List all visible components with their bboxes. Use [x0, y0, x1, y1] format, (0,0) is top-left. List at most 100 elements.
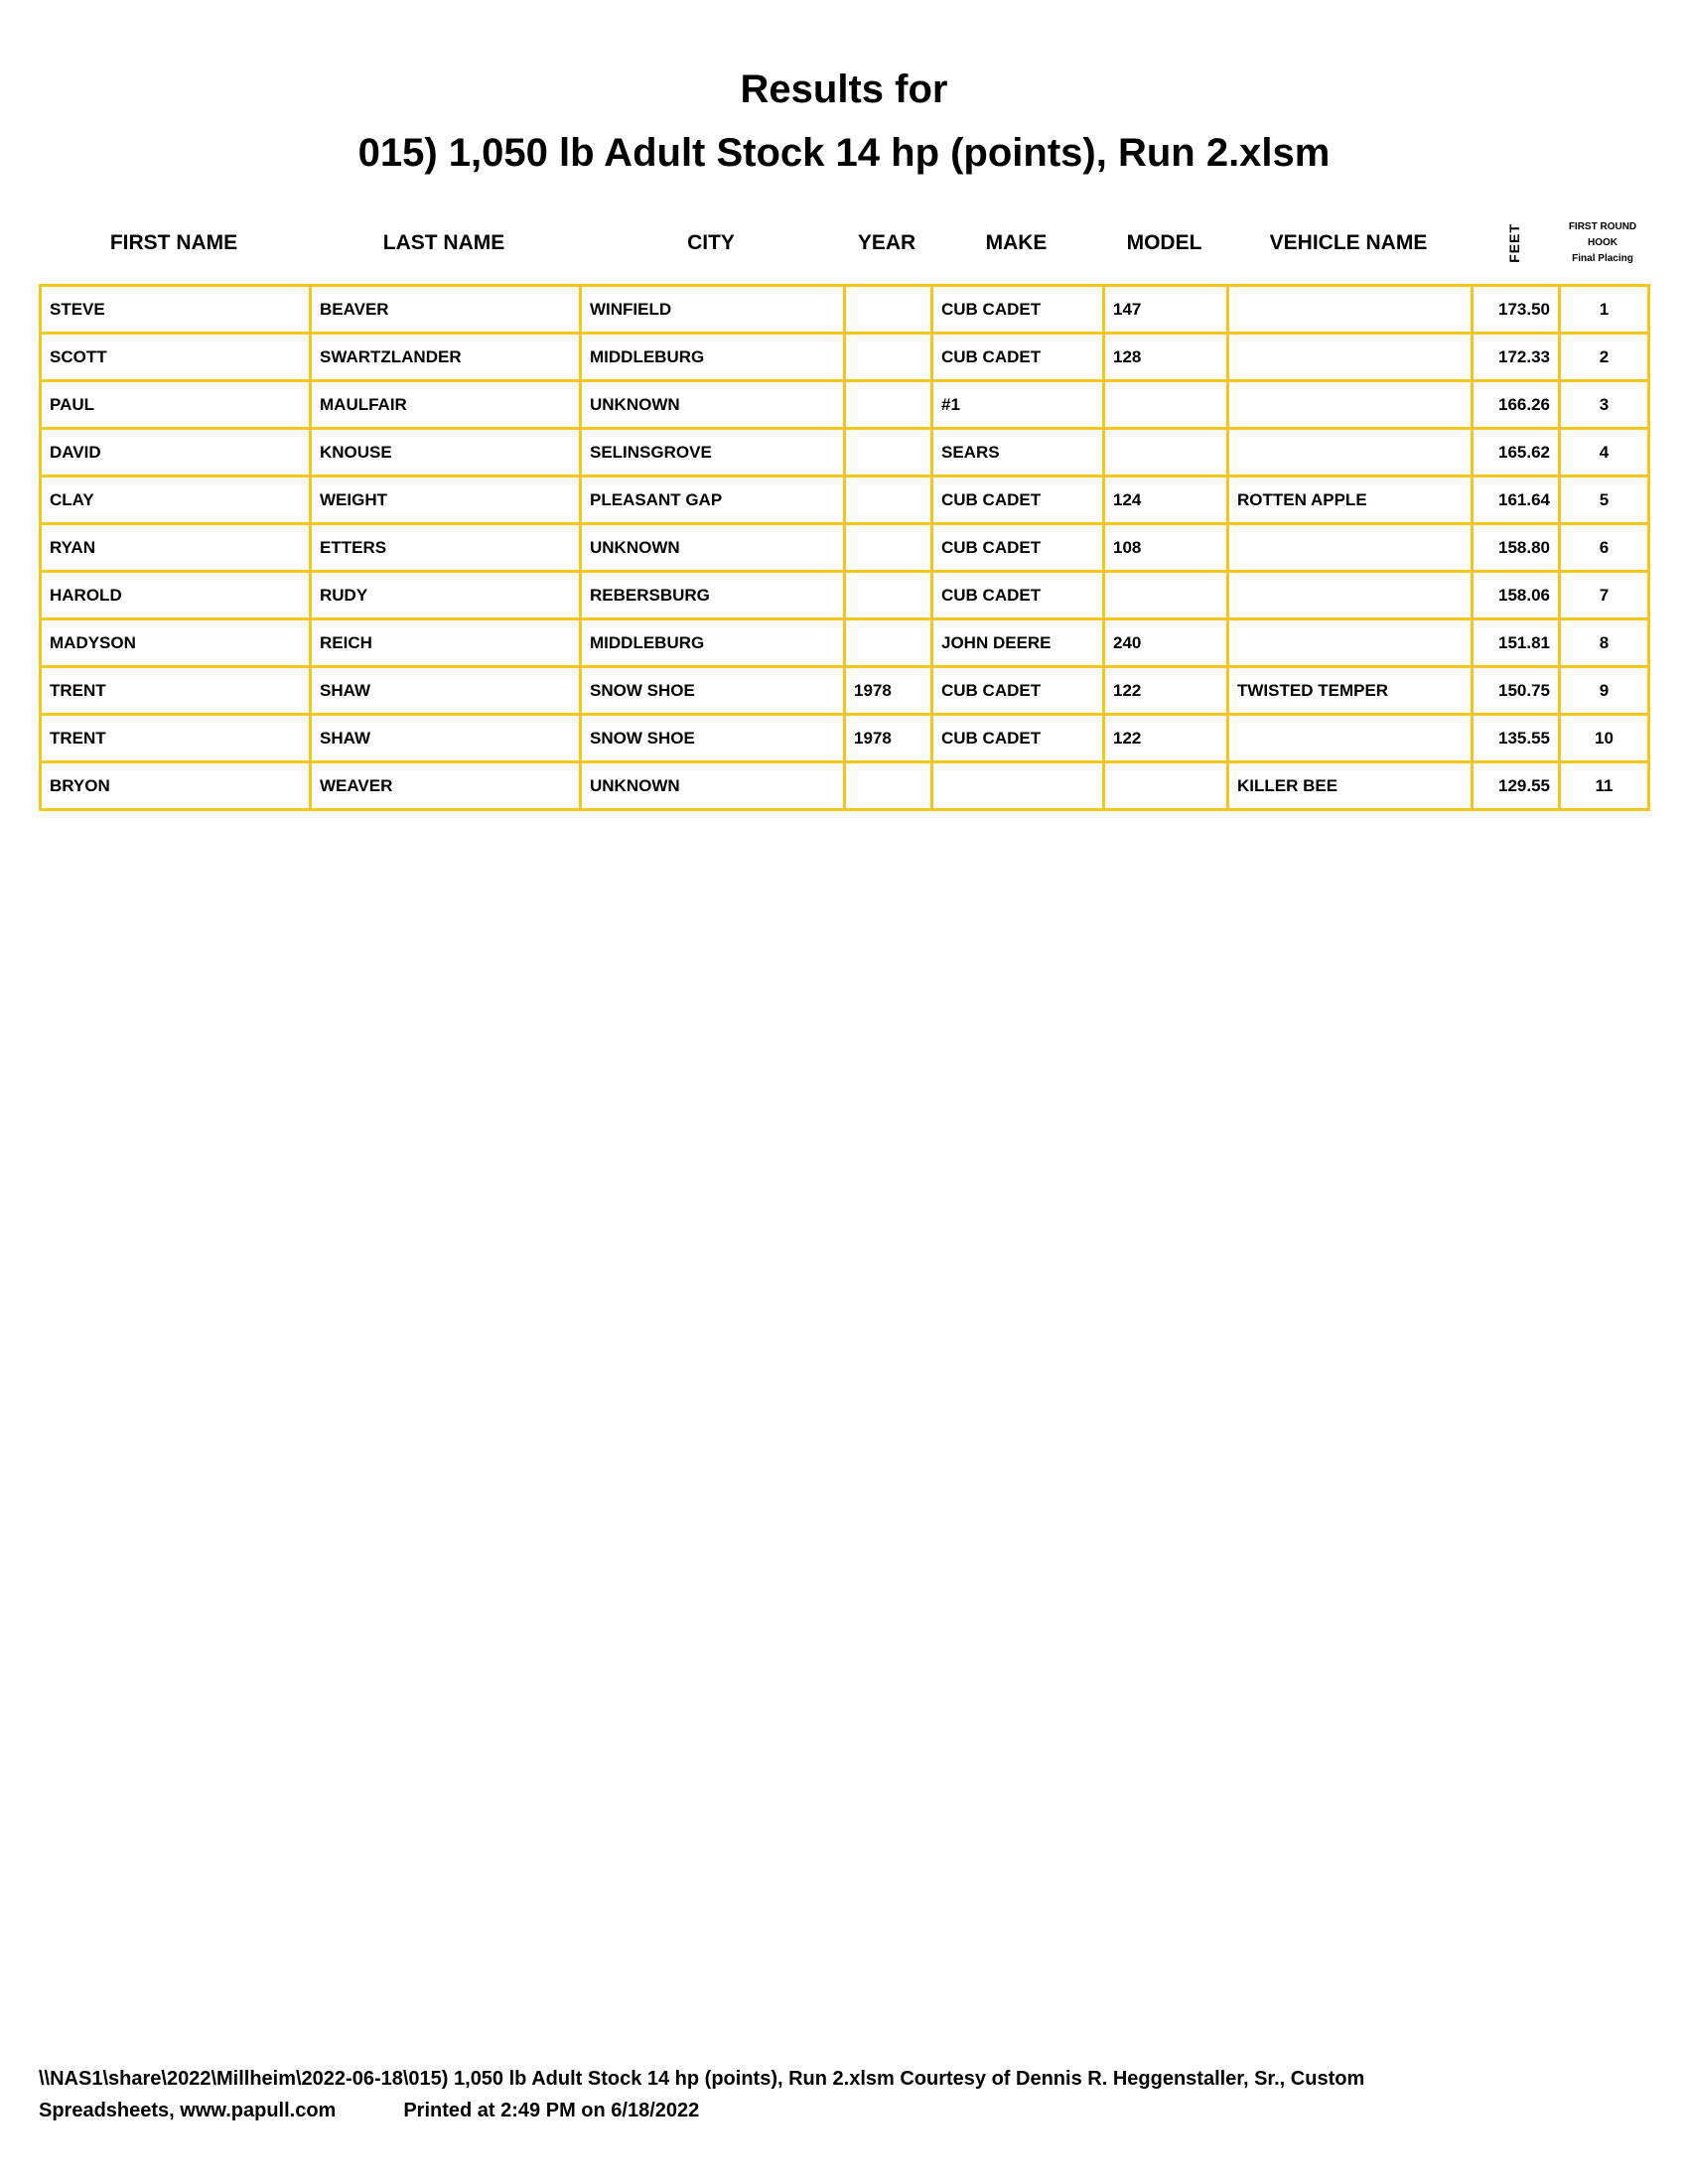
cell-feet: 165.62: [1471, 427, 1561, 478]
cell-vehicle-name: KILLER BEE: [1226, 760, 1474, 811]
cell-first-name: PAUL: [39, 379, 312, 430]
cell-city: MIDDLEBURG: [579, 332, 846, 382]
cell-last-name: KNOUSE: [309, 427, 582, 478]
cell-feet: 158.80: [1471, 522, 1561, 573]
cell-city: SELINSGROVE: [579, 427, 846, 478]
cell-city: UNKNOWN: [579, 760, 846, 811]
cell-city: SNOW SHOE: [579, 665, 846, 716]
cell-vehicle-name: [1226, 427, 1474, 478]
cell-vehicle-name: TWISTED TEMPER: [1226, 665, 1474, 716]
cell-make: CUB CADET: [930, 570, 1105, 620]
table-row: DAVID KNOUSE SELINSGROVE SEARS 165.62 4: [39, 427, 1650, 478]
cell-make: CUB CADET: [930, 665, 1105, 716]
cell-feet: 161.64: [1471, 475, 1561, 525]
cell-vehicle-name: [1226, 332, 1474, 382]
cell-year: [843, 427, 933, 478]
cell-feet: 158.06: [1471, 570, 1561, 620]
cell-first-name: BRYON: [39, 760, 312, 811]
header-make: MAKE: [985, 231, 1048, 254]
cell-placing: 1: [1558, 284, 1650, 335]
cell-model: 240: [1102, 617, 1229, 668]
cell-placing: 5: [1558, 475, 1650, 525]
cell-make: CUB CADET: [930, 713, 1105, 763]
cell-model: [1102, 570, 1229, 620]
cell-city: REBERSBURG: [579, 570, 846, 620]
cell-city: PLEASANT GAP: [579, 475, 846, 525]
cell-make: CUB CADET: [930, 284, 1105, 335]
header-feet-label: FEET: [1506, 223, 1522, 263]
cell-model: [1102, 427, 1229, 478]
cell-year: [843, 617, 933, 668]
cell-last-name: SHAW: [309, 713, 582, 763]
cell-model: 122: [1102, 713, 1229, 763]
cell-first-name: TRENT: [39, 713, 312, 763]
cell-last-name: MAULFAIR: [309, 379, 582, 430]
cell-make: [930, 760, 1105, 811]
header-hook-line1: FIRST ROUND: [1568, 221, 1637, 232]
cell-year: 1978: [843, 713, 933, 763]
footer: \\NAS1\share\2022\Millheim\2022-06-18\01…: [39, 2063, 1667, 2126]
table-row: BRYON WEAVER UNKNOWN KILLER BEE 129.55 11: [39, 760, 1650, 811]
cell-placing: 9: [1558, 665, 1650, 716]
cell-feet: 173.50: [1471, 284, 1561, 335]
cell-placing: 8: [1558, 617, 1650, 668]
cell-model: 128: [1102, 332, 1229, 382]
cell-first-name: HAROLD: [39, 570, 312, 620]
cell-last-name: BEAVER: [309, 284, 582, 335]
cell-model: 108: [1102, 522, 1229, 573]
cell-last-name: WEAVER: [309, 760, 582, 811]
cell-last-name: WEIGHT: [309, 475, 582, 525]
cell-vehicle-name: [1226, 713, 1474, 763]
header-hook: FIRST ROUND HOOK Final Placing: [1558, 213, 1647, 273]
cell-make: JOHN DEERE: [930, 617, 1105, 668]
cell-make: CUB CADET: [930, 475, 1105, 525]
cell-city: WINFIELD: [579, 284, 846, 335]
cell-model: 122: [1102, 665, 1229, 716]
cell-make: CUB CADET: [930, 522, 1105, 573]
cell-vehicle-name: [1226, 617, 1474, 668]
header-vehicle-name: VEHICLE NAME: [1269, 231, 1428, 254]
table-row: SCOTT SWARTZLANDER MIDDLEBURG CUB CADET 128 1…: [39, 332, 1650, 382]
footer-printed: Printed at 2:49 PM on 6/18/2022: [403, 2100, 700, 2121]
cell-last-name: RUDY: [309, 570, 582, 620]
cell-year: [843, 475, 933, 525]
header-hook-line3: Final Placing: [1572, 253, 1633, 264]
cell-feet: 151.81: [1471, 617, 1561, 668]
cell-first-name: MADYSON: [39, 617, 312, 668]
table-row: PAUL MAULFAIR UNKNOWN #1 166.26 3: [39, 379, 1650, 430]
cell-placing: 11: [1558, 760, 1650, 811]
cell-last-name: SHAW: [309, 665, 582, 716]
cell-model: 124: [1102, 475, 1229, 525]
cell-feet: 150.75: [1471, 665, 1561, 716]
cell-placing: 4: [1558, 427, 1650, 478]
footer-line-1: \\NAS1\share\2022\Millheim\2022-06-18\01…: [39, 2068, 1365, 2090]
table-row: MADYSON REICH MIDDLEBURG JOHN DEERE 240 151.8…: [39, 617, 1650, 668]
footer-credit: Spreadsheets, www.papull.com: [39, 2100, 337, 2121]
cell-make: CUB CADET: [930, 332, 1105, 382]
table-row: TRENT SHAW SNOW SHOE 1978 CUB CADET 122 TWISTE…: [39, 665, 1650, 716]
title-line-1: Results for: [740, 68, 948, 111]
cell-year: [843, 284, 933, 335]
cell-placing: 3: [1558, 379, 1650, 430]
cell-first-name: RYAN: [39, 522, 312, 573]
cell-last-name: REICH: [309, 617, 582, 668]
cell-vehicle-name: [1226, 570, 1474, 620]
cell-city: MIDDLEBURG: [579, 617, 846, 668]
cell-first-name: STEVE: [39, 284, 312, 335]
cell-last-name: ETTERS: [309, 522, 582, 573]
cell-city: UNKNOWN: [579, 379, 846, 430]
cell-year: [843, 522, 933, 573]
header-city: CITY: [687, 231, 735, 254]
title-line-2: 015) 1,050 lb Adult Stock 14 hp (points)…: [357, 131, 1331, 175]
cell-city: UNKNOWN: [579, 522, 846, 573]
table-row: STEVE BEAVER WINFIELD CUB CADET 147 173.50 1: [39, 284, 1650, 335]
cell-feet: 172.33: [1471, 332, 1561, 382]
cell-feet: 135.55: [1471, 713, 1561, 763]
cell-placing: 7: [1558, 570, 1650, 620]
cell-year: 1978: [843, 665, 933, 716]
header-feet: FEET: [1471, 213, 1558, 273]
cell-feet: 129.55: [1471, 760, 1561, 811]
cell-first-name: DAVID: [39, 427, 312, 478]
header-year: YEAR: [857, 231, 916, 254]
